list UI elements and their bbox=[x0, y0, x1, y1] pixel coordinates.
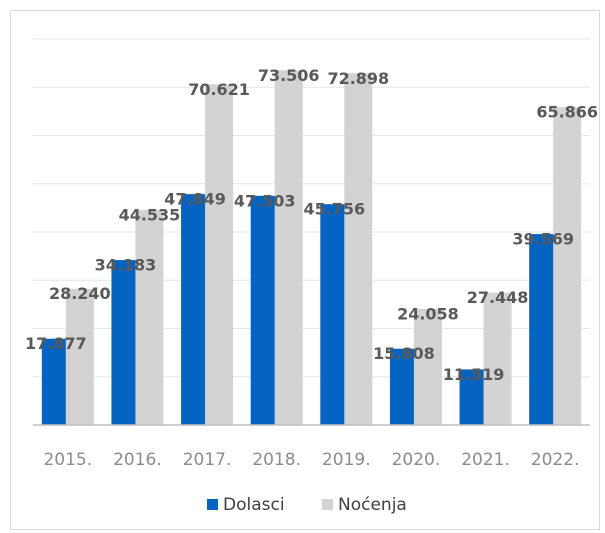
bar bbox=[553, 107, 582, 426]
x-tick-label: 2015. bbox=[43, 450, 92, 470]
value-label: 47.503 bbox=[234, 191, 296, 210]
value-label: 72.898 bbox=[327, 69, 389, 88]
value-label: 27.448 bbox=[467, 288, 529, 307]
bar bbox=[459, 369, 488, 425]
bar bbox=[483, 292, 512, 425]
x-tick-label: 2021. bbox=[461, 450, 510, 470]
value-label: 17.877 bbox=[25, 334, 87, 353]
bar bbox=[320, 204, 349, 425]
value-label: 39.569 bbox=[512, 230, 574, 249]
bar bbox=[274, 70, 303, 425]
bar bbox=[413, 308, 442, 425]
legend-label: Noćenja bbox=[338, 495, 407, 515]
value-label: 45.756 bbox=[303, 200, 365, 219]
value-label: 70.621 bbox=[188, 80, 250, 99]
value-label: 24.058 bbox=[397, 304, 459, 323]
x-tick-label: 2020. bbox=[392, 450, 441, 470]
x-tick-label: 2019. bbox=[322, 450, 371, 470]
chart-frame bbox=[10, 10, 600, 530]
value-label: 44.535 bbox=[119, 206, 181, 225]
value-label: 15.808 bbox=[373, 344, 435, 363]
x-tick-label: 2016. bbox=[113, 450, 162, 470]
bar bbox=[389, 348, 418, 425]
value-label: 11.519 bbox=[443, 365, 505, 384]
bar bbox=[344, 73, 373, 425]
value-label: 47.849 bbox=[164, 190, 226, 209]
legend-label: Dolasci bbox=[223, 495, 285, 515]
value-label: 34.183 bbox=[95, 256, 157, 275]
bar bbox=[205, 84, 234, 426]
value-label: 65.866 bbox=[536, 103, 598, 122]
x-tick-label: 2017. bbox=[183, 450, 232, 470]
bar bbox=[181, 194, 210, 425]
bar bbox=[41, 338, 70, 425]
value-label: 28.240 bbox=[49, 284, 111, 303]
bar bbox=[111, 260, 140, 425]
legend-swatch bbox=[207, 499, 218, 510]
bar bbox=[250, 195, 279, 425]
bar bbox=[529, 234, 558, 425]
x-tick-label: 2022. bbox=[531, 450, 580, 470]
value-label: 73.506 bbox=[258, 66, 320, 85]
bar bbox=[65, 288, 94, 425]
legend-swatch bbox=[322, 499, 333, 510]
x-tick-label: 2018. bbox=[252, 450, 301, 470]
bar bbox=[135, 210, 164, 425]
